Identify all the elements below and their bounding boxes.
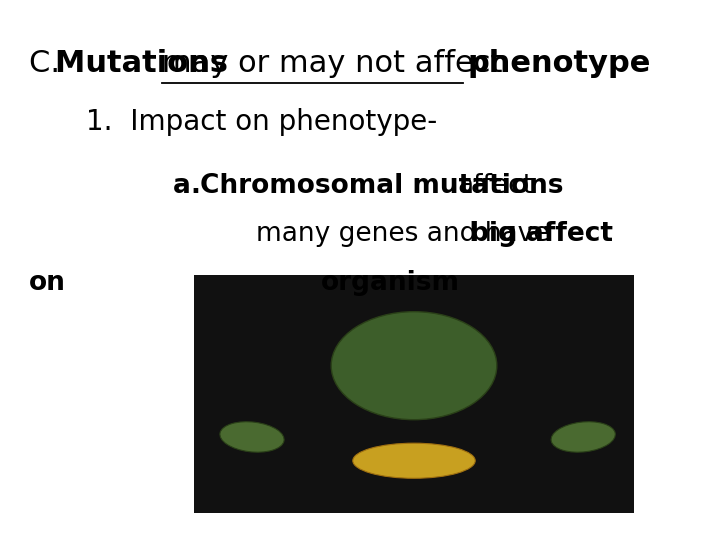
Ellipse shape	[353, 443, 475, 478]
Text: affect: affect	[457, 173, 534, 199]
Ellipse shape	[551, 422, 616, 452]
Text: on: on	[29, 270, 66, 296]
Text: organism: organism	[320, 270, 459, 296]
Ellipse shape	[331, 312, 497, 420]
Text: phenotype: phenotype	[468, 49, 652, 78]
Text: many genes and have: many genes and have	[256, 221, 557, 247]
Bar	[194, 275, 634, 513]
Text: may or may not affect: may or may not affect	[162, 49, 503, 78]
Text: Chromosomal mutations: Chromosomal mutations	[200, 173, 573, 199]
Text: big affect: big affect	[470, 221, 613, 247]
Text: Mutations: Mutations	[55, 49, 239, 78]
Text: C.: C.	[29, 49, 70, 78]
Ellipse shape	[220, 422, 284, 452]
Text: 1.  Impact on phenotype-: 1. Impact on phenotype-	[86, 108, 438, 136]
Text: a.: a.	[173, 173, 210, 199]
